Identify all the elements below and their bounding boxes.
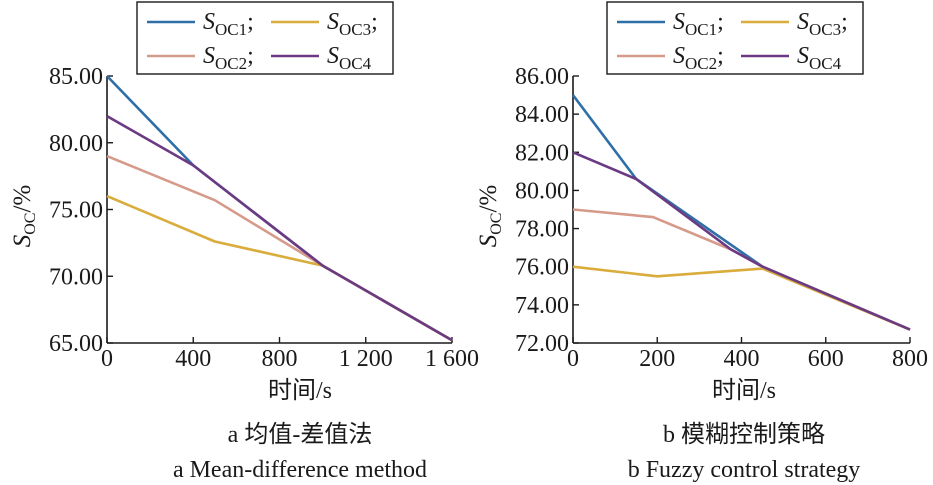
- series-line-soc1: [106, 75, 453, 342]
- x-tick-label: 1 200: [339, 346, 393, 372]
- chart-legend: SOC1; SOC3; SOC2; SOC4: [136, 1, 394, 75]
- legend-label-soc4: SOC4: [327, 43, 372, 73]
- y-tick-label: 80.00: [49, 131, 103, 157]
- y-tick-label: 76.00: [515, 255, 569, 281]
- y-tick-label: 85.00: [49, 64, 103, 90]
- legend-label-soc1: SOC1;: [673, 9, 724, 39]
- y-tick-label: 78.00: [515, 217, 569, 243]
- legend-label-soc4: SOC4: [797, 43, 842, 73]
- y-tick-label: 74.00: [515, 293, 569, 319]
- x-tick-label: 400: [724, 346, 760, 372]
- y-axis-title: SOC/%: [475, 185, 505, 248]
- series-line-soc4: [572, 151, 911, 331]
- x-axis-title: 时间/s: [268, 377, 332, 404]
- legend-label-soc1: SOC1;: [203, 9, 254, 39]
- y-tick-label: 70.00: [49, 264, 103, 290]
- caption-chinese: a 均值-差值法: [228, 421, 373, 448]
- chart-panel-fuzzy-control: 72.00 74.00 76.00 78.00 80.00 82.00 84.00 86.00…: [475, 1, 928, 483]
- y-tick-label: 80.00: [515, 178, 569, 204]
- x-tick-label: 1 600: [425, 346, 479, 372]
- chart-panel-mean-difference: 65.00 70.00 75.00 80.00 85.00 0 400 800 1 200 1 6…: [9, 1, 479, 483]
- x-tick-label: 400: [175, 346, 211, 372]
- y-tick-label: 75.00: [49, 198, 103, 224]
- y-tick-label: 82.00: [515, 140, 569, 166]
- x-tick-label: 0: [101, 346, 113, 372]
- caption-chinese: b 模糊控制策略: [663, 421, 825, 448]
- series-line-soc4: [106, 114, 453, 342]
- caption-english: b Fuzzy control strategy: [628, 457, 861, 483]
- chart-legend: SOC1; SOC3; SOC2; SOC4: [606, 1, 864, 75]
- legend-label-soc2: SOC2;: [203, 43, 254, 73]
- y-axis-title: SOC/%: [9, 185, 39, 248]
- series-line-soc3: [572, 265, 911, 331]
- series-line-soc1: [571, 94, 911, 331]
- legend-label-soc3: SOC3;: [327, 9, 378, 39]
- legend-label-soc3: SOC3;: [797, 9, 848, 39]
- legend-box: [136, 1, 394, 75]
- series-line-soc2: [106, 154, 453, 342]
- x-tick-label: 0: [567, 346, 579, 372]
- x-tick-label: 800: [262, 346, 298, 372]
- y-tick-label: 86.00: [515, 64, 569, 90]
- y-tick-label: 72.00: [515, 331, 569, 357]
- x-axis-title: 时间/s: [712, 377, 776, 404]
- x-tick-label: 200: [639, 346, 675, 372]
- x-tick-label: 800: [892, 346, 928, 372]
- legend-box: [606, 1, 864, 75]
- series-line-soc3: [106, 194, 453, 342]
- x-tick-label: 600: [808, 346, 844, 372]
- legend-label-soc2: SOC2;: [673, 43, 724, 73]
- caption-english: a Mean-difference method: [173, 457, 427, 483]
- y-tick-label: 84.00: [515, 102, 569, 128]
- y-tick-label: 65.00: [49, 331, 103, 357]
